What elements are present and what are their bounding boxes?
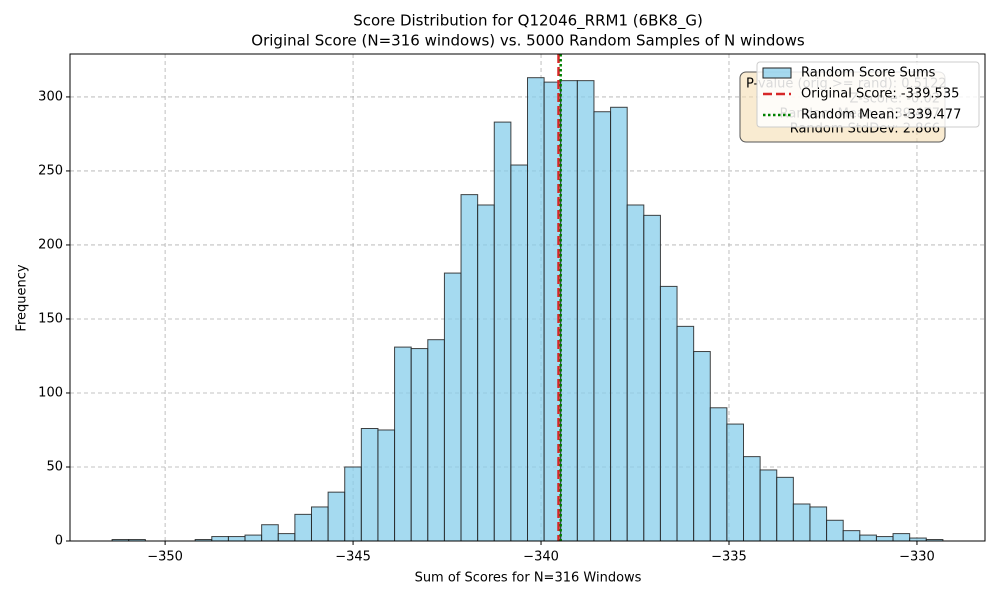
- legend-box: [756, 61, 980, 128]
- bar: [560, 80, 578, 542]
- y-tick-label: 300: [38, 89, 63, 104]
- bar: [759, 469, 778, 542]
- bar: [277, 533, 296, 542]
- bar: [360, 428, 379, 542]
- bar: [261, 524, 279, 542]
- bar: [726, 423, 745, 542]
- bar: [626, 204, 645, 542]
- bar: [427, 339, 445, 542]
- bar: [510, 164, 529, 542]
- y-axis-label: Frequency: [15, 264, 30, 331]
- bar: [593, 111, 612, 542]
- plot-frame: [69, 53, 986, 542]
- x-tick-label: −330: [899, 550, 935, 565]
- bar: [892, 533, 911, 542]
- bar: [842, 530, 861, 542]
- bar: [394, 346, 412, 542]
- bar: [211, 536, 229, 542]
- bar: [776, 476, 794, 542]
- bar: [809, 506, 828, 542]
- legend-swatch: [762, 67, 792, 79]
- x-axis-label: Sum of Scores for N=316 Windows: [415, 571, 642, 586]
- bar: [344, 466, 362, 542]
- y-tick-label: 250: [38, 163, 63, 178]
- y-tick-label: 100: [38, 385, 63, 400]
- bar: [610, 106, 628, 542]
- bar: [676, 325, 695, 542]
- bar: [477, 204, 495, 542]
- bar: [792, 503, 811, 542]
- bar: [709, 407, 728, 542]
- y-tick-label: 0: [55, 534, 63, 549]
- bar: [693, 351, 711, 542]
- bar: [659, 285, 678, 542]
- x-tick-label: −350: [147, 550, 183, 565]
- bar: [377, 429, 396, 542]
- bar: [460, 194, 479, 542]
- bar: [493, 121, 512, 542]
- bar: [327, 491, 346, 542]
- y-tick-label: 50: [46, 459, 63, 474]
- x-tick-label: −340: [523, 550, 559, 565]
- legend-label: Original Score: -339.535: [801, 87, 959, 102]
- x-tick-label: −345: [335, 550, 371, 565]
- bar: [859, 534, 877, 542]
- bar: [443, 272, 462, 542]
- bar: [576, 80, 595, 542]
- bar: [743, 456, 761, 542]
- bar: [826, 519, 844, 542]
- bar: [875, 536, 894, 542]
- legend-label: Random Mean: -339.477: [801, 108, 961, 123]
- bar: [527, 77, 545, 542]
- bar: [294, 513, 312, 542]
- chart-subtitle: Original Score (N=316 windows) vs. 5000 …: [251, 32, 805, 50]
- bar: [227, 536, 246, 542]
- bar: [310, 506, 329, 542]
- bar: [244, 534, 263, 542]
- legend-label: Random Score Sums: [801, 66, 936, 81]
- y-tick-label: 150: [38, 311, 63, 326]
- y-tick-label: 200: [38, 237, 63, 252]
- x-tick-label: −335: [711, 550, 747, 565]
- chart-title: Score Distribution for Q12046_RRM1 (6BK8…: [353, 12, 703, 31]
- bar: [410, 348, 429, 542]
- bar: [643, 214, 661, 542]
